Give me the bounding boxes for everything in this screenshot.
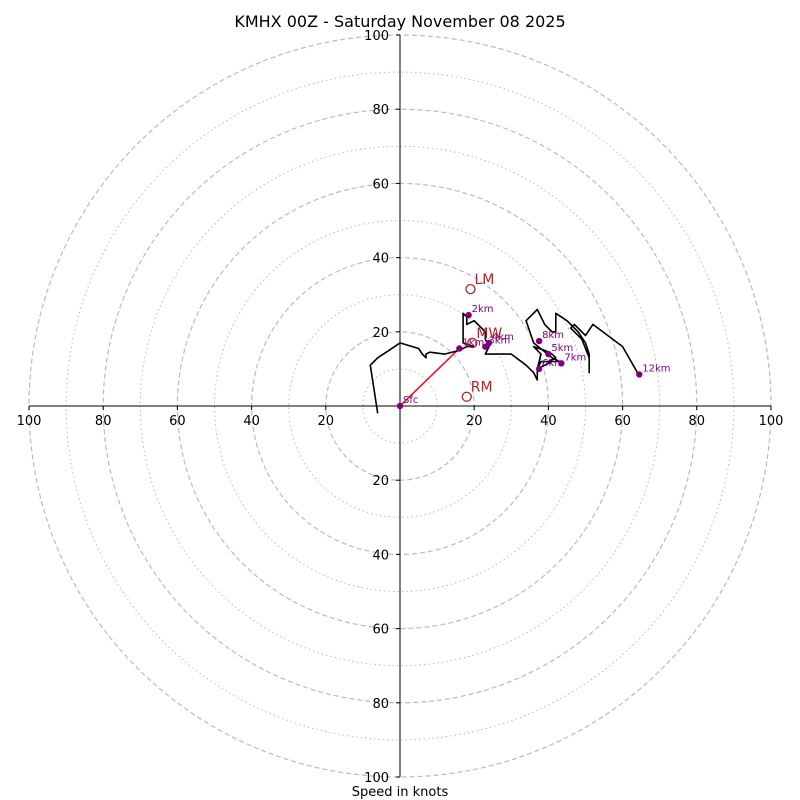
x-tick-label: 40	[243, 414, 260, 429]
height-marker-label: 3km	[488, 336, 510, 347]
y-tick-label: 100	[364, 29, 389, 44]
height-marker	[485, 339, 493, 347]
x-tick-label: 100	[17, 414, 42, 429]
x-tick-label: 20	[466, 414, 483, 429]
axes: 20 20 20 20 40 40 40 40 60 60 60 60 80 80 80 80 100 100 10…	[17, 29, 784, 786]
height-marker	[456, 345, 463, 352]
storm-motion-marker	[461, 391, 472, 402]
height-marker-label: 1km	[462, 337, 484, 348]
height-marker	[396, 402, 404, 410]
x-tick-label: 40	[540, 414, 557, 429]
shear-vector-line	[399, 346, 462, 407]
height-marker-label: 2km	[472, 304, 494, 315]
height-marker	[535, 337, 543, 345]
x-tick-label: 20	[318, 414, 335, 429]
x-axis-label: Speed in knots	[352, 785, 449, 800]
x-tick-label: 60	[614, 414, 631, 429]
height-marker-label: 7km	[564, 352, 586, 363]
y-tick-label: 40	[372, 252, 389, 267]
y-tick-label: 100	[364, 771, 389, 786]
storm-motion-layer: LM MW RM	[461, 272, 502, 402]
storm-motion-marker	[465, 283, 476, 295]
x-tick-label: 100	[759, 414, 784, 429]
y-tick-label: 60	[372, 177, 389, 192]
height-marker-label: 12km	[642, 363, 670, 374]
chart-title: KMHX 00Z - Saturday November 08 2025	[234, 12, 565, 31]
storm-motion-label: MW	[476, 326, 502, 342]
y-tick-label: 60	[372, 623, 389, 638]
y-tick-label: 80	[372, 697, 389, 712]
hodograph-trace-layer	[369, 308, 639, 414]
hodograph-trace	[369, 308, 639, 414]
height-marker-label: Sfc	[403, 395, 418, 406]
storm-motion-marker	[467, 337, 478, 349]
height-marker	[558, 360, 565, 367]
y-tick-label: 20	[372, 326, 389, 341]
height-marker	[636, 371, 643, 378]
storm-motion-label: LM	[474, 272, 494, 288]
y-tick-label: 20	[372, 474, 389, 489]
height-marker-label: 5km	[551, 343, 573, 354]
storm-motion-label: RM	[471, 380, 493, 396]
height-marker	[465, 311, 472, 319]
y-tick-label: 40	[372, 548, 389, 563]
x-tick-label: 60	[169, 414, 186, 429]
height-marker-label: 6km	[542, 358, 564, 369]
x-tick-label: 80	[689, 414, 706, 429]
x-tick-label: 80	[95, 414, 112, 429]
height-marker-label: 4km	[492, 332, 514, 343]
height-marker	[535, 365, 543, 373]
height-marker	[545, 350, 552, 358]
y-tick-label: 80	[372, 103, 389, 118]
height-marker-label: 8km	[542, 330, 564, 341]
